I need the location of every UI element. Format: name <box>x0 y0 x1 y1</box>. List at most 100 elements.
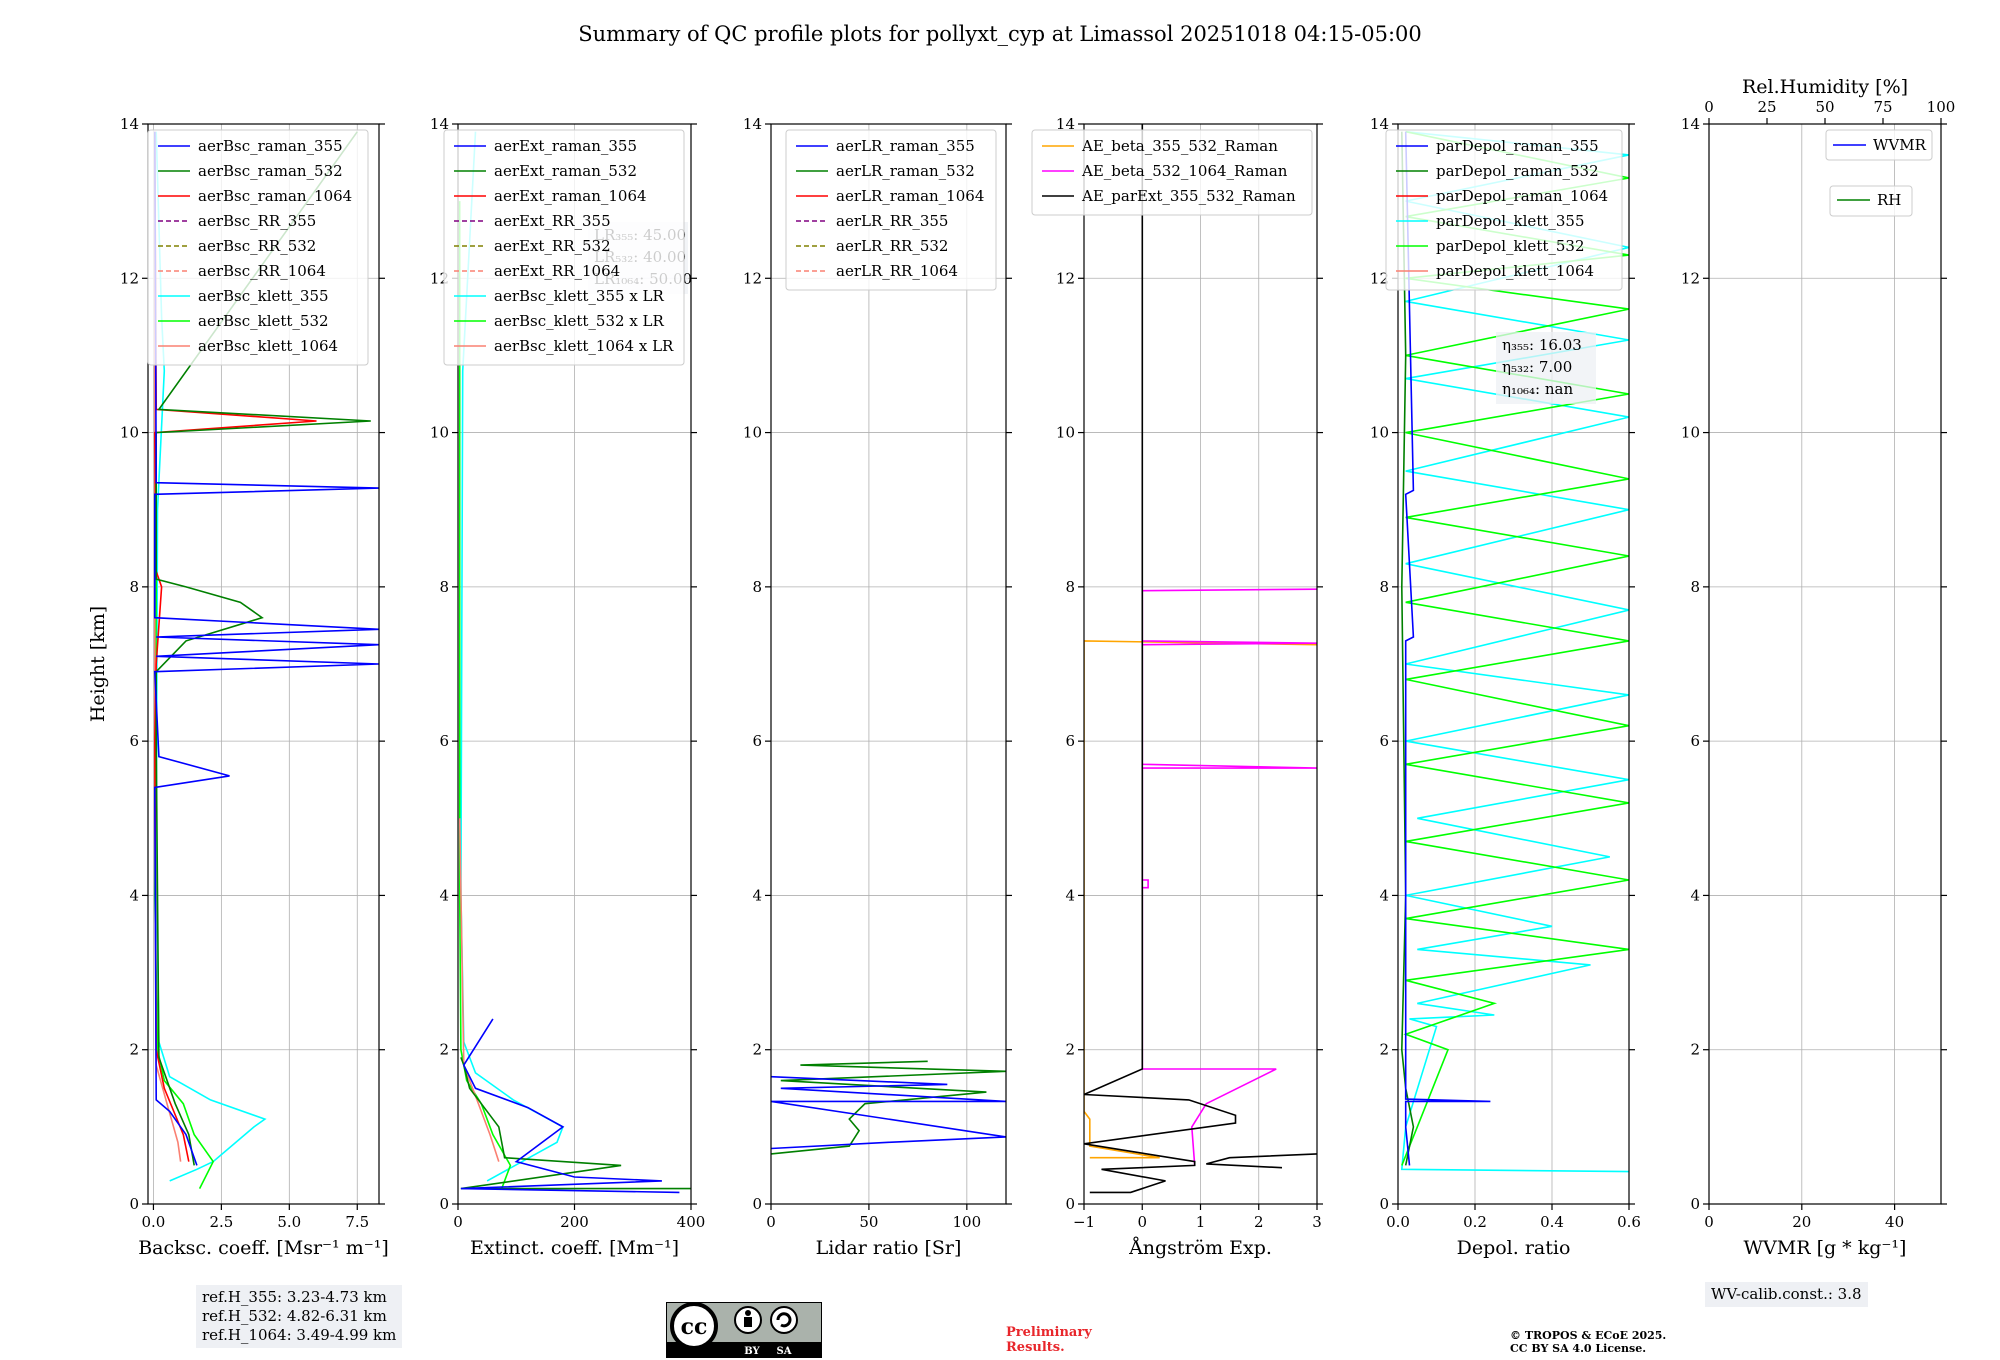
ytick-label-5: 10 <box>430 424 449 442</box>
ytick-label-3: 6 <box>439 732 449 750</box>
preliminary-results-note: Preliminary Results. <box>1006 1325 1092 1355</box>
legend-frame <box>147 129 369 366</box>
ytick-label-7: 14 <box>120 115 139 133</box>
series-group <box>771 1060 1006 1155</box>
xtick-label-1: 50 <box>859 1213 878 1231</box>
series-line-aerbsc-raman-355-5 <box>153 131 379 1166</box>
ytick-label-7: 14 <box>1370 115 1389 133</box>
legend-label-5: aerExt_RR_1064 <box>494 262 620 280</box>
ytick-label-7: 14 <box>743 115 762 133</box>
ytick-label-3: 6 <box>129 732 139 750</box>
ytick-label-6: 12 <box>743 269 762 287</box>
series-line-aerbsc-klett-1064-x-lr-2 <box>458 818 500 1162</box>
legend-label-0: aerExt_raman_355 <box>494 137 637 155</box>
ytick-label-2: 4 <box>439 886 449 904</box>
legend-label: RH <box>1877 191 1901 209</box>
ytick-label-5: 10 <box>120 424 139 442</box>
ytick-label-3: 6 <box>752 732 762 750</box>
legend-label-1: aerExt_raman_532 <box>494 162 637 180</box>
legend-label-4: parDepol_klett_532 <box>1436 237 1585 255</box>
ytick-label-5: 10 <box>1681 424 1700 442</box>
cc-by-label: BY <box>744 1346 760 1357</box>
ytick-label-1: 2 <box>1690 1041 1700 1059</box>
ytick-label-6: 12 <box>1681 269 1700 287</box>
series-line-ae-beta-532-1064-raman-1 <box>1141 588 1317 1166</box>
legend-label-2: aerBsc_raman_1064 <box>198 187 352 205</box>
xtick-label-0: 0 <box>453 1213 463 1231</box>
xtick-label-1: 20 <box>1792 1213 1811 1231</box>
ytick-label-6: 12 <box>120 269 139 287</box>
ytick-label-0: 0 <box>1690 1195 1700 1213</box>
legend-label-4: aerExt_RR_532 <box>494 237 611 255</box>
legend-frame <box>443 129 685 366</box>
legend: aerExt_raman_355 aerExt_raman_532 aerExt_r… <box>443 129 685 366</box>
legend-label-6: aerBsc_klett_355 x LR <box>494 287 665 305</box>
ytick-label-4: 8 <box>129 578 139 596</box>
ytick-label-7: 14 <box>430 115 449 133</box>
ytick-label-2: 4 <box>752 886 762 904</box>
ytick-label-1: 2 <box>439 1041 449 1059</box>
wv-calib-box: WV-calib.const.: 3.8 <box>1705 1282 1868 1307</box>
series-group <box>1084 124 1317 1194</box>
ytick-label-1: 2 <box>1065 1041 1075 1059</box>
legend-label-5: aerLR_RR_1064 <box>836 262 958 280</box>
top-xtick-label-3: 75 <box>1873 98 1892 116</box>
series-line-aerbsc-klett-355-x-lr-0 <box>460 131 564 1182</box>
x-axis-label: Lidar ratio [Sr] <box>816 1237 962 1259</box>
legend: AE_beta_355_532_Raman AE_beta_532_1064_Ra… <box>1031 129 1313 216</box>
legend-label-8: aerBsc_klett_1064 x LR <box>494 337 674 355</box>
ytick-label-4: 8 <box>752 578 762 596</box>
wv-calib-constant: WV-calib.const.: 3.8 <box>1711 1285 1862 1303</box>
ytick-label-6: 12 <box>1056 269 1075 287</box>
legend-label-6: aerBsc_klett_355 <box>198 287 329 305</box>
ytick-label-4: 8 <box>439 578 449 596</box>
annotation-line-2: η₁₀₆₄: nan <box>1502 380 1573 398</box>
legend: aerBsc_raman_355 aerBsc_raman_532 aerBsc_r… <box>147 129 369 366</box>
legend-label-2: aerExt_raman_1064 <box>494 187 647 205</box>
xtick-label-3: 7.5 <box>345 1213 369 1231</box>
legend-label-3: parDepol_klett_355 <box>1436 212 1585 230</box>
xtick-label-2: 0.4 <box>1540 1213 1564 1231</box>
legend-label-7: aerBsc_klett_532 <box>198 312 329 330</box>
xtick-label-1: 2.5 <box>209 1213 233 1231</box>
legend-label-4: aerBsc_RR_532 <box>198 237 316 255</box>
series-line-aerext-raman-355-4 <box>460 1018 680 1194</box>
ytick-label-0: 0 <box>752 1195 762 1213</box>
x-axis-label: Depol. ratio <box>1457 1237 1571 1259</box>
xtick-label-4: 3 <box>1312 1213 1322 1231</box>
ytick-label-0: 0 <box>439 1195 449 1213</box>
legend-label-3: aerBsc_RR_355 <box>198 212 316 230</box>
ytick-label-4: 8 <box>1690 578 1700 596</box>
legend-label-3: aerLR_RR_355 <box>836 212 948 230</box>
ytick-label-3: 6 <box>1690 732 1700 750</box>
series-line-aerbsc-raman-532-4 <box>155 131 371 1166</box>
chart-panel-5: 0 2 4 6 8 10 12 14 0.0 0.2 0.4 0.6 Depol. ratio η₃₅₅:… <box>1370 115 1641 1259</box>
annotation-line-0: η₃₅₅: 16.03 <box>1502 336 1582 354</box>
series-line-ae-beta-355-532-raman-0 <box>1084 640 1317 1159</box>
ref-height-1064: ref.H_1064: 3.49-4.99 km <box>202 1326 397 1344</box>
legend-label-1: AE_beta_532_1064_Raman <box>1081 162 1288 180</box>
legend-label-1: aerBsc_raman_532 <box>198 162 343 180</box>
legend-label-1: aerLR_raman_532 <box>836 162 975 180</box>
ytick-label-0: 0 <box>129 1195 139 1213</box>
ytick-label-7: 14 <box>1056 115 1075 133</box>
series-line-aerbsc-raman-1064-3 <box>153 131 317 1162</box>
legend-label-0: AE_beta_355_532_Raman <box>1081 137 1278 155</box>
series-line-ae-parext-355-532-raman-2 <box>1084 124 1237 1194</box>
top-xtick-label-2: 50 <box>1815 98 1834 116</box>
x-axis-label: Backsc. coeff. [Msr⁻¹ m⁻¹] <box>138 1237 389 1259</box>
legend-frame <box>1031 129 1313 216</box>
ytick-label-1: 2 <box>752 1041 762 1059</box>
ytick-label-2: 4 <box>129 886 139 904</box>
legend-frame <box>785 129 997 291</box>
legend-label-5: aerBsc_RR_1064 <box>198 262 326 280</box>
xtick-label-2: 400 <box>677 1213 706 1231</box>
svg-text:cc: cc <box>681 1314 708 1340</box>
chart-panel-3: 0 2 4 6 8 10 12 14 0 50 100 Lidar ratio [Sr] aerLR_r… <box>743 115 1012 1259</box>
series-line-pardepol-klett-532-1 <box>1401 130 1629 1166</box>
legend-label-0: parDepol_raman_355 <box>1436 137 1599 155</box>
legend-label-7: aerBsc_klett_532 x LR <box>494 312 665 330</box>
